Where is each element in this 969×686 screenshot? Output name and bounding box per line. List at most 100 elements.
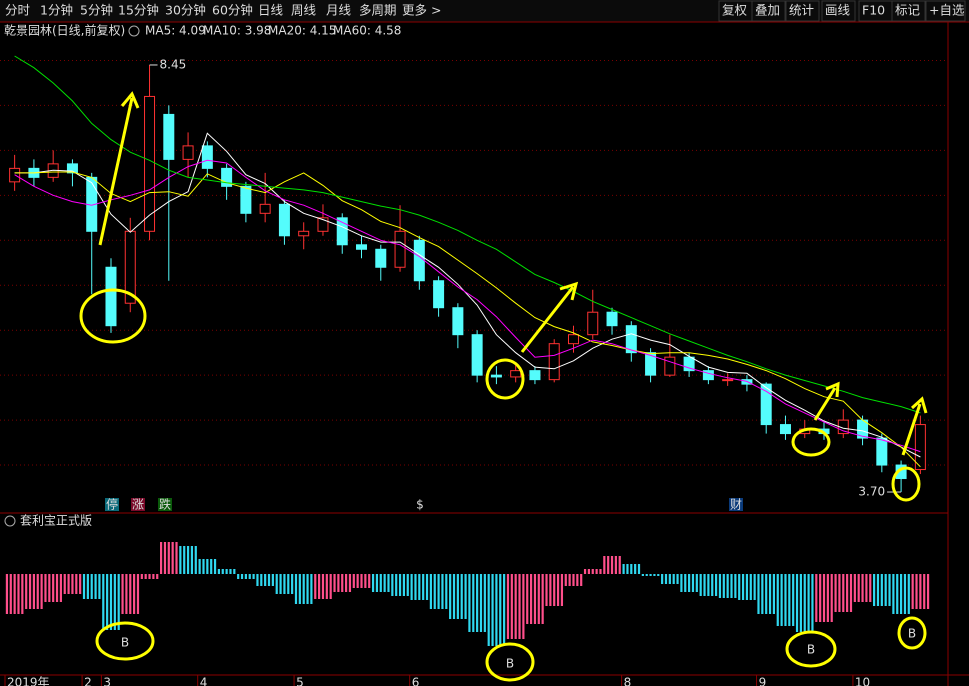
x-tick-label: 3	[103, 676, 111, 686]
x-tick-label: 2019年	[7, 676, 50, 686]
candle-body	[105, 266, 117, 327]
buy-label: B	[506, 657, 514, 671]
icon[interactable]	[4, 515, 16, 527]
buy-label: B	[908, 627, 916, 641]
candle-body	[124, 230, 136, 304]
legend-entry: MA60: 4.58	[333, 24, 401, 38]
x-tick-label: 8	[624, 676, 632, 686]
candle-body	[779, 424, 791, 435]
tab[interactable]: 5分钟	[80, 3, 113, 18]
button[interactable]: 画线	[825, 3, 851, 18]
candle-body	[201, 145, 213, 169]
tab[interactable]: 多周期	[359, 3, 397, 18]
candle-body	[876, 437, 888, 466]
buy-label: B	[121, 636, 129, 650]
candle-body	[182, 145, 194, 160]
x-tick-label: 6	[412, 676, 420, 686]
button-border	[925, 0, 966, 22]
candle-body	[529, 370, 541, 381]
button[interactable]: 统计	[789, 3, 814, 18]
button-border	[785, 0, 820, 22]
x-tick-label: 5	[296, 676, 304, 686]
high-label: 8.45	[160, 57, 187, 71]
x-tick-label: 10	[855, 676, 870, 686]
legend-entry: MA10: 3.98	[203, 24, 271, 38]
ma-line	[14, 132, 921, 458]
low-label: 3.70	[858, 485, 885, 499]
candle-body	[413, 239, 425, 282]
tab[interactable]: 周线	[291, 3, 317, 18]
annotations	[79, 91, 928, 682]
buy-label: B	[807, 643, 815, 657]
icon[interactable]	[128, 25, 140, 37]
ma-line	[14, 159, 921, 453]
candle-body	[683, 356, 695, 372]
candle-body	[722, 379, 734, 382]
button[interactable]: 叠加	[755, 3, 780, 18]
candle-body	[645, 352, 657, 376]
button-border	[821, 0, 856, 22]
marker-bg	[729, 498, 743, 511]
candle-body	[298, 230, 310, 237]
event-marker: 财	[730, 498, 742, 512]
tab[interactable]: 月线	[326, 3, 352, 18]
candle-body	[221, 167, 233, 187]
button[interactable]: 复权	[722, 3, 748, 18]
legend-entry: MA20: 4.15	[268, 24, 336, 38]
candle-body	[452, 307, 464, 336]
candle-body	[336, 217, 348, 246]
candle-body	[587, 311, 599, 336]
candle-body	[548, 343, 560, 381]
x-tick-label: 9	[759, 676, 767, 686]
event-marker: 涨	[132, 497, 144, 512]
candle-body	[471, 334, 483, 376]
candle-body	[375, 248, 387, 268]
candle-body	[490, 374, 502, 378]
candle-body	[317, 217, 329, 232]
candle-body	[664, 356, 676, 376]
candle-body	[240, 185, 252, 214]
candle-body	[278, 203, 290, 237]
button[interactable]: 标记	[895, 3, 921, 18]
x-tick-label: 2	[84, 676, 92, 686]
legend-entry: MA5: 4.09	[145, 24, 206, 38]
candle-body	[394, 230, 406, 268]
indicator-title: 套利宝正式版	[20, 514, 92, 528]
candle-body	[914, 424, 926, 471]
marker-bg	[158, 498, 172, 511]
event-marker: 跌	[159, 497, 171, 512]
candle-body	[259, 203, 271, 214]
candle-body	[163, 113, 175, 160]
tab[interactable]: 30分钟	[165, 3, 206, 18]
tab[interactable]: 更多 >	[402, 3, 441, 18]
chart-title: 乾景园林(日线,前复权)	[4, 23, 125, 38]
tab[interactable]: 分时	[5, 3, 31, 18]
candle-body	[510, 370, 522, 378]
candle-body	[567, 334, 579, 345]
marker-bg	[105, 498, 119, 511]
button-border	[891, 0, 926, 22]
tab[interactable]: 日线	[258, 3, 284, 18]
marker-bg	[131, 498, 145, 511]
event-marker: $	[416, 498, 424, 512]
tab[interactable]: 60分钟	[212, 3, 253, 18]
candle-body	[66, 163, 78, 174]
event-marker: 停	[106, 497, 118, 512]
candle-body	[625, 325, 637, 354]
candle-body	[702, 370, 714, 381]
button[interactable]: F10	[862, 3, 885, 18]
candle-body	[144, 95, 156, 232]
ma-line	[14, 55, 921, 414]
toolbar-bg	[0, 0, 969, 22]
button[interactable]: +自选	[929, 3, 965, 18]
button-border	[751, 0, 786, 22]
candle-body	[356, 244, 368, 250]
candle-body	[433, 280, 445, 309]
tab[interactable]: 15分钟	[118, 3, 159, 18]
candle-body	[606, 311, 618, 327]
tab[interactable]: 1分钟	[40, 3, 73, 18]
candle-body	[760, 383, 772, 426]
ma-line	[14, 171, 921, 468]
